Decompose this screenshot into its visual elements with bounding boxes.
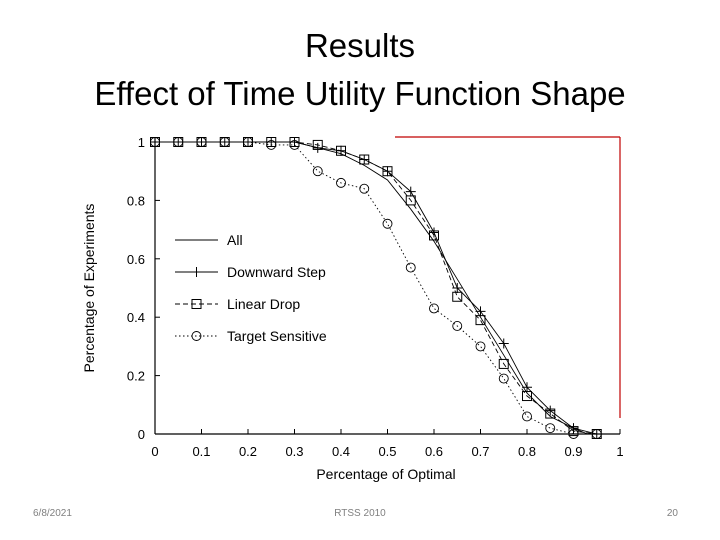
legend-item-linear-drop: Linear Drop <box>175 296 300 312</box>
data-point-target-sensitive <box>591 429 602 439</box>
data-point-target-sensitive <box>475 341 486 352</box>
legend-label-downward-step: Downward Step <box>227 264 326 280</box>
data-point-downward-step <box>522 382 532 393</box>
legend-label-all: All <box>227 232 243 248</box>
data-point-target-sensitive <box>289 139 300 150</box>
slide-title-line-1: Results <box>304 27 416 64</box>
series-layer <box>150 137 602 439</box>
series-line-linear-drop <box>155 141 597 435</box>
x-axis-label: Percentage of Optimal <box>316 466 455 482</box>
data-point-target-sensitive <box>452 321 463 331</box>
data-point-target-sensitive <box>429 303 439 314</box>
data-point-target-sensitive <box>545 423 556 434</box>
legend-label-linear-drop: Linear Drop <box>227 296 300 312</box>
data-point-downward-step <box>429 227 439 238</box>
data-point-linear-drop <box>475 315 486 326</box>
data-point-target-sensitive <box>312 166 323 177</box>
data-point-linear-drop <box>498 358 509 369</box>
data-point-linear-drop <box>312 139 323 150</box>
data-point-target-sensitive <box>359 183 370 194</box>
axes: 0 0.1 0.2 0.3 0.4 0.5 0.6 0.7 0.8 0.9 1 0 0.2 0.4 0.6 0… <box>127 135 624 459</box>
data-point-target-sensitive <box>173 137 184 147</box>
x-tick-label: 0.7 <box>471 444 489 459</box>
legend-marker-linear-drop <box>191 299 202 309</box>
data-point-target-sensitive <box>336 177 346 188</box>
data-point-linear-drop <box>359 154 370 165</box>
y-tick-label: 0.4 <box>127 310 145 325</box>
data-point-target-sensitive <box>382 218 393 229</box>
data-point-linear-drop <box>545 408 556 419</box>
data-point-downward-step <box>405 186 416 197</box>
legend-label-target-sensitive: Target Sensitive <box>227 328 327 344</box>
x-tick-label: 0.2 <box>239 444 257 459</box>
x-tick-label: 1 <box>616 444 623 459</box>
legend-marker-downward-step <box>191 267 202 277</box>
x-tick-label: 0.3 <box>285 444 303 459</box>
legend: All Downward Step Linear Drop Target Sensit… <box>175 232 327 344</box>
y-tick-label: 0 <box>138 427 145 442</box>
legend-marker-target-sensitive <box>191 331 202 341</box>
data-point-linear-drop <box>522 391 532 402</box>
y-tick-label: 0.6 <box>127 252 145 267</box>
footer-page-number: 20 <box>666 508 678 519</box>
data-point-target-sensitive <box>150 137 160 147</box>
data-point-downward-step <box>452 283 463 293</box>
data-point-linear-drop <box>336 145 346 156</box>
data-point-target-sensitive <box>522 411 532 422</box>
y-tick-label: 0.8 <box>127 193 145 208</box>
data-point-linear-drop <box>266 137 277 147</box>
x-tick-label: 0.4 <box>332 444 350 459</box>
y-tick-label: 0.2 <box>127 369 145 384</box>
data-point-linear-drop <box>382 166 393 177</box>
slide-title-line-2: Effect of Time Utility Function Shape <box>94 75 626 112</box>
x-tick-label: 0.6 <box>425 444 443 459</box>
x-tick-label: 0.8 <box>518 444 536 459</box>
data-point-target-sensitive <box>219 137 230 147</box>
data-point-linear-drop <box>429 230 439 241</box>
data-point-linear-drop <box>405 195 416 206</box>
x-tick-label: 0 <box>151 444 158 459</box>
series-line-all <box>155 141 588 435</box>
legend-item-downward-step: Downward Step <box>175 264 326 280</box>
x-tick-label: 0.5 <box>378 444 396 459</box>
series-target-sensitive <box>150 137 602 439</box>
data-point-target-sensitive <box>266 139 277 150</box>
x-tick-label: 0.9 <box>564 444 582 459</box>
data-point-target-sensitive <box>568 429 579 439</box>
series-line-target-sensitive <box>155 141 597 435</box>
y-axis-label: Percentage of Experiments <box>81 204 97 373</box>
data-point-target-sensitive <box>196 137 207 147</box>
legend-item-target-sensitive: Target Sensitive <box>175 328 327 344</box>
slide-title: Results Effect of Time Utility Function … <box>0 22 720 118</box>
chart-figure-background <box>150 137 620 437</box>
data-point-linear-drop <box>289 137 300 147</box>
data-point-target-sensitive <box>498 373 509 384</box>
data-point-linear-drop <box>452 291 463 302</box>
footer-conference: RTSS 2010 <box>334 508 386 519</box>
data-point-downward-step <box>498 338 509 349</box>
y-tick-label: 1 <box>138 135 145 150</box>
data-point-target-sensitive <box>405 262 416 273</box>
x-tick-label: 0.1 <box>192 444 210 459</box>
series-all <box>155 141 588 435</box>
data-point-downward-step <box>475 306 486 317</box>
footer-date: 6/8/2021 <box>33 508 72 519</box>
legend-item-all: All <box>175 232 243 248</box>
data-point-downward-step <box>382 166 393 177</box>
data-point-linear-drop <box>568 426 579 437</box>
data-point-target-sensitive <box>243 137 253 147</box>
